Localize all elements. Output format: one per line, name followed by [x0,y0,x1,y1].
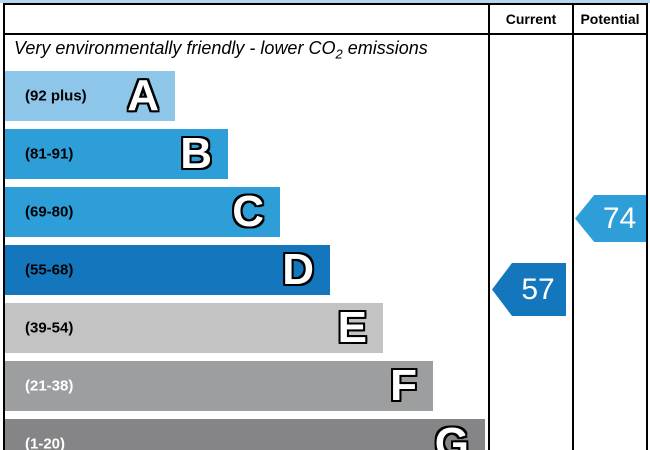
band-row-c: (69-80) C [5,187,280,237]
band-letter-g: G [434,419,469,450]
border-right [646,3,648,450]
chart-title-text: Very environmentally friendly - lower CO [14,38,336,58]
current-rating-value: 57 [521,272,555,306]
column-divider-current [488,3,490,450]
potential-rating-value: 74 [602,201,637,235]
current-rating-pointer: 57 [492,263,566,316]
band-range-a: (92 plus) [25,87,87,105]
potential-rating-pointer: 74 [575,195,646,242]
chart-title: Very environmentally friendly - lower CO… [14,38,484,64]
border-top [3,3,648,5]
top-strip [0,0,650,3]
header-separator [3,33,648,35]
band-row-e: (39-54) E [5,303,383,353]
border-left [3,3,5,450]
band-letter-d: D [282,245,314,294]
band-letter-b: B [180,129,212,178]
column-divider-potential [572,3,574,450]
band-row-f: (21-38) F [5,361,433,411]
band-range-b: (81-91) [25,145,74,163]
band-letter-e: E [337,303,367,352]
band-range-e: (39-54) [25,319,74,337]
band-row-a: (92 plus) A [5,71,175,121]
band-range-d: (55-68) [25,261,74,279]
potential-column-header: Potential [580,11,640,27]
band-letter-a: A [127,71,159,120]
chart-title-subscript: 2 [335,46,343,62]
band-range-f: (21-38) [25,377,74,395]
band-row-b: (81-91) B [5,129,228,179]
band-row-g: (1-20) G [5,419,485,450]
band-letter-c: C [232,187,264,236]
band-range-c: (69-80) [25,203,74,221]
band-letter-f: F [390,361,417,410]
band-range-g: (1-20) [25,435,66,450]
band-row-d: (55-68) D [5,245,330,295]
current-column-header: Current [505,11,557,27]
chart-title-text-end: emissions [342,38,428,58]
